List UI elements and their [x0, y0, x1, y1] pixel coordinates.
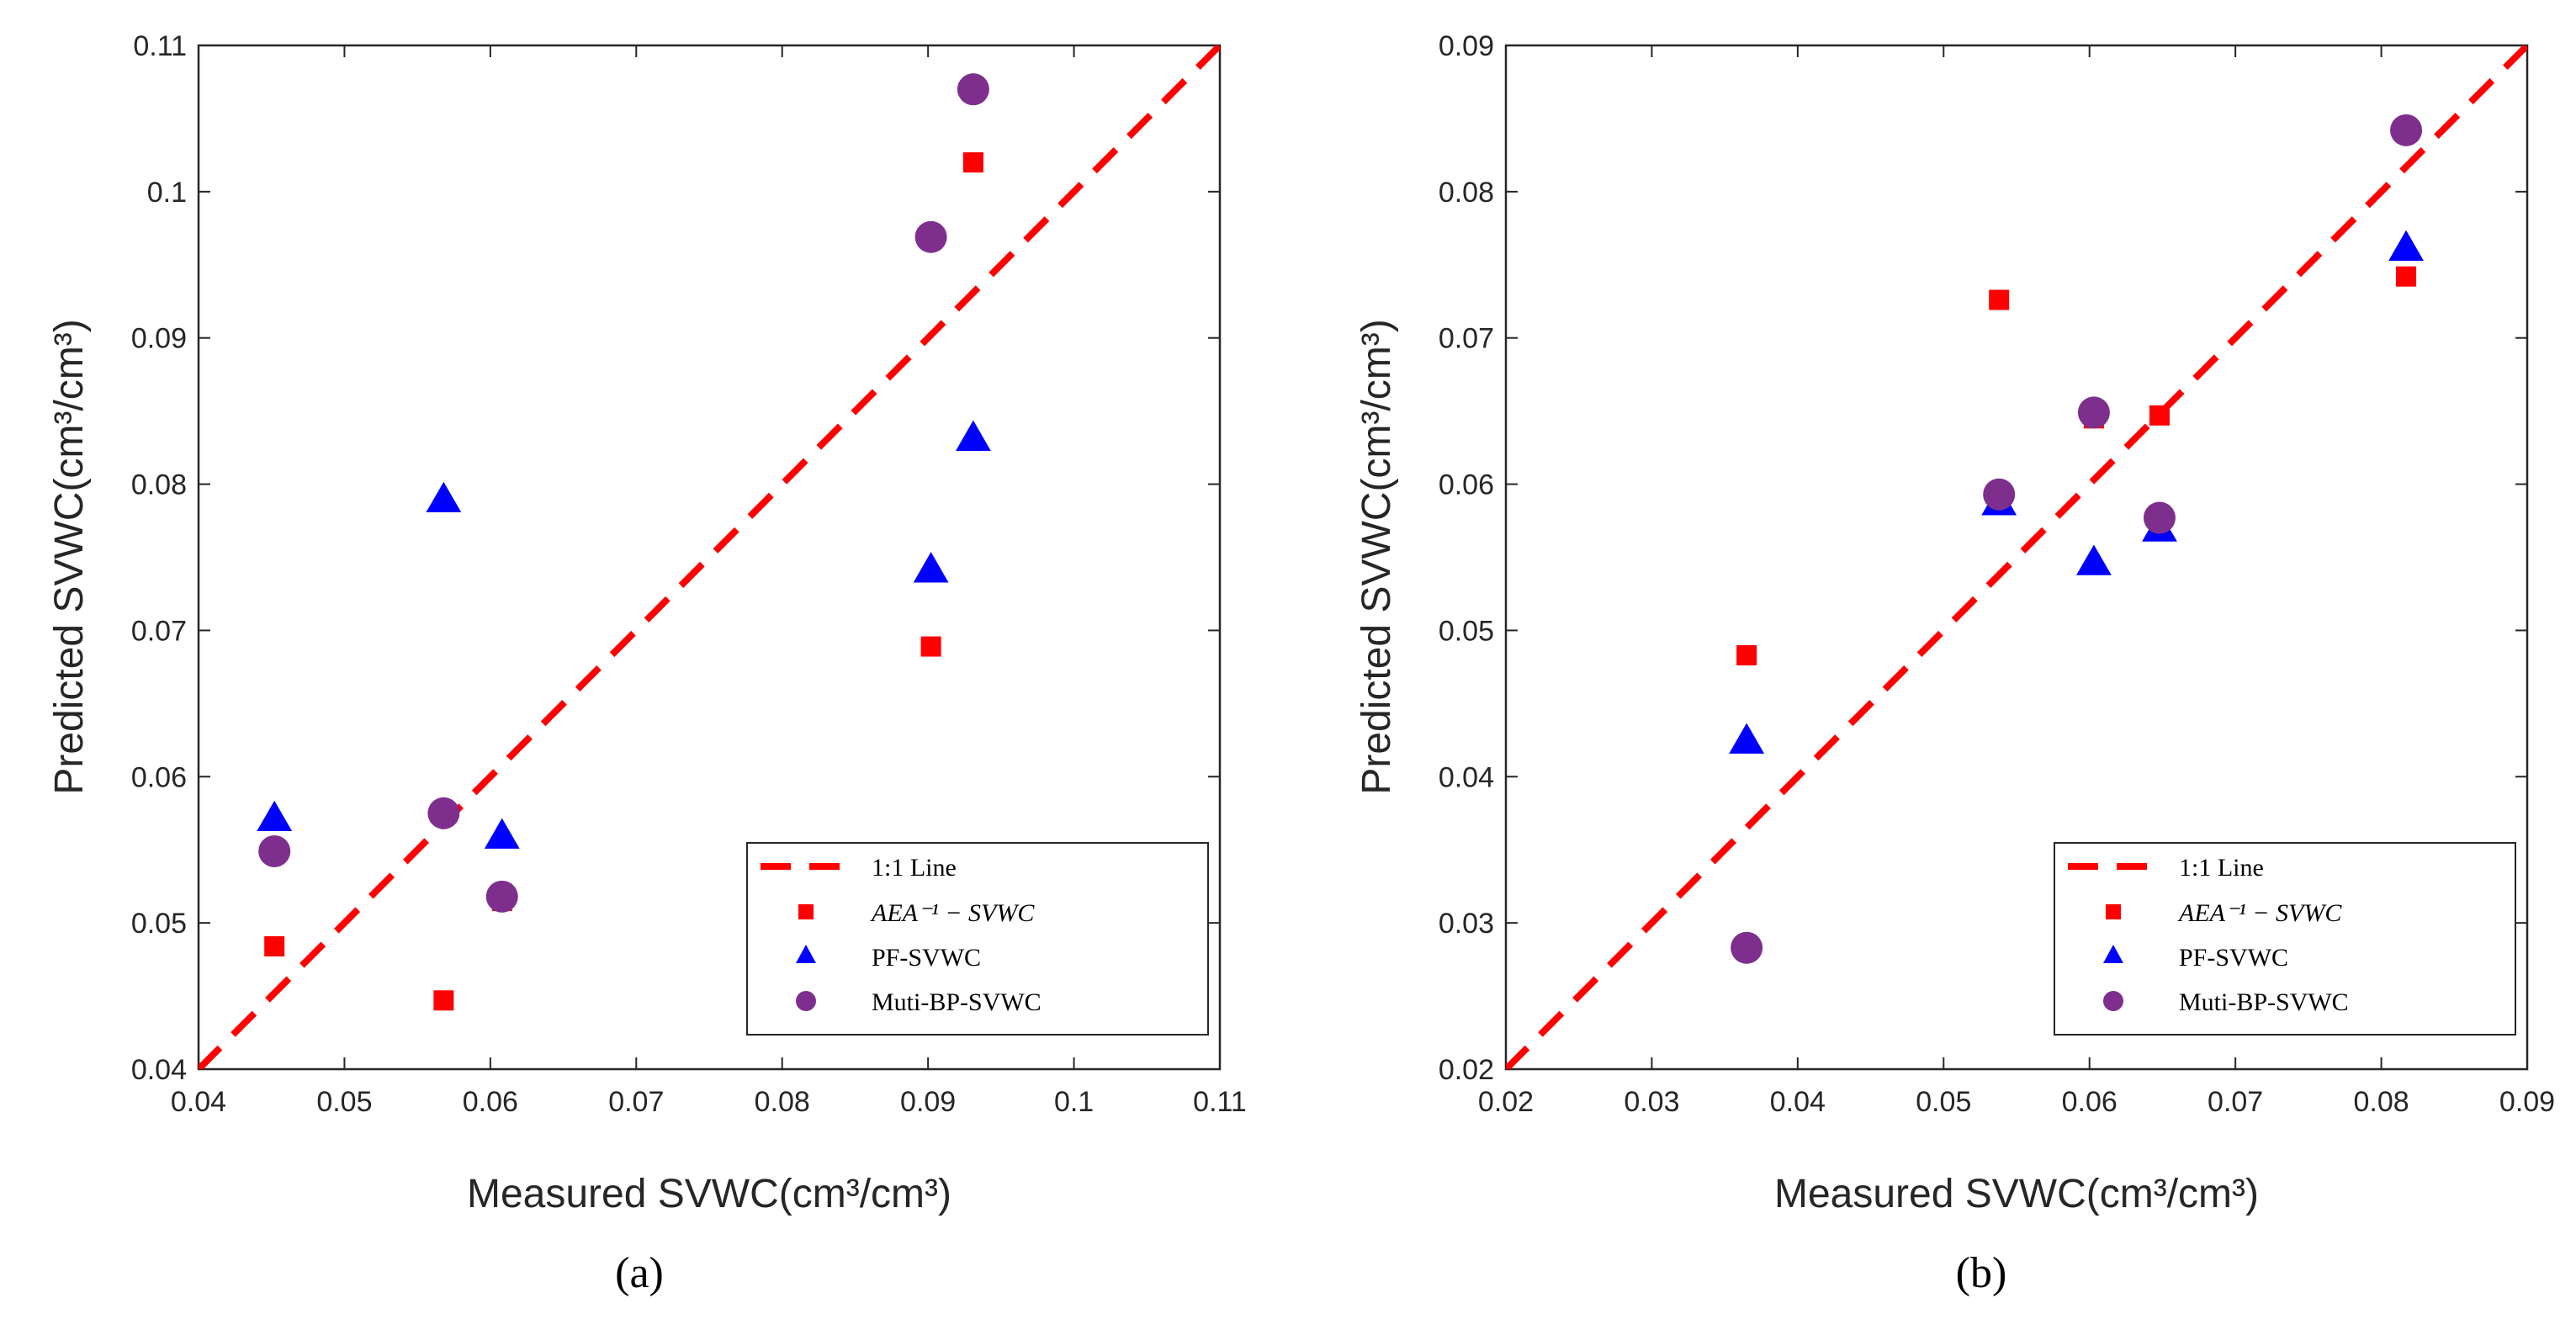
x-axis-title-text: Measured SVWC(cm³/cm³) [1774, 1172, 2259, 1216]
data-point-circle-series-3 [1983, 478, 2016, 511]
x-tick-label: 0.08 [755, 1086, 810, 1118]
data-point-circle-series-3 [2143, 501, 2176, 534]
legend-box [2054, 842, 2516, 1036]
y-tick-label: 0.08 [1439, 177, 1494, 209]
data-point-triangle-series-2 [484, 818, 520, 849]
data-point-circle-series-3 [485, 880, 518, 913]
legend-label-series-3: Muti-BP-SVWC [2179, 988, 2349, 1016]
y-tick-label: 0.09 [1439, 30, 1494, 62]
x-tick-label: 0.07 [608, 1086, 664, 1118]
y-tick-label: 0.06 [131, 761, 187, 793]
data-point-triangle-series-2 [1729, 723, 1765, 754]
data-point-square-series-1 [1736, 644, 1757, 665]
x-tick-label: 0.06 [463, 1086, 518, 1118]
y-axis-title: Predicted SVWC(cm³/cm³) [47, 319, 92, 794]
data-point-square-series-1 [264, 935, 285, 956]
panel-label-a: (a) [615, 1249, 664, 1297]
x-tick-label: 0.11 [1193, 1086, 1247, 1118]
data-point-triangle-series-2 [913, 552, 949, 583]
legend-label-one-to-one: 1:1 Line [872, 854, 957, 882]
y-tick-label: 0.08 [131, 469, 187, 501]
y-tick-label: 0.05 [131, 908, 187, 940]
axis-ticks: 0.02 0.03 0.04 0.05 0.06 0.07 0.08 0.09 0.02 0.03… [1439, 30, 2555, 1118]
axis-ticks: 0.04 0.05 0.06 0.07 0.08 0.09 0.1 0.11 0.04 0.05 0… [131, 30, 1247, 1118]
x-tick-label: 0.05 [1916, 1086, 1971, 1118]
data-point-triangle-series-2 [956, 420, 991, 451]
legend-swatch-square [2106, 904, 2121, 919]
x-tick-label: 0.04 [171, 1086, 226, 1118]
legend-label-series-2: PF-SVWC [872, 944, 981, 972]
data-point-square-series-1 [1989, 289, 2010, 310]
x-tick-label: 0.09 [900, 1086, 956, 1118]
data-point-circle-series-3 [2077, 396, 2110, 429]
y-tick-label: 0.03 [1439, 908, 1494, 940]
data-point-square-series-1 [962, 152, 983, 173]
x-tick-label: 0.03 [1624, 1086, 1679, 1118]
x-tick-label: 0.05 [316, 1086, 372, 1118]
y-axis-title-text: Predicted SVWC(cm³/cm³) [47, 319, 92, 794]
y-tick-label: 0.06 [1439, 469, 1494, 501]
legend-label-series-3: Muti-BP-SVWC [872, 988, 1042, 1016]
legend-label-one-to-one: 1:1 Line [2179, 854, 2264, 882]
panel-label-b: (b) [1956, 1249, 2007, 1297]
data-point-circle-series-3 [957, 73, 989, 106]
y-tick-label: 0.09 [131, 323, 187, 355]
data-point-circle-series-3 [2390, 114, 2423, 146]
data-point-triangle-series-2 [2076, 544, 2112, 575]
x-tick-label: 0.02 [1478, 1086, 1534, 1118]
data-point-square-series-1 [2396, 266, 2417, 287]
chart-panel-a: 0.04 0.05 0.06 0.07 0.08 0.09 0.1 0.11 0.04 0.05 0… [47, 30, 1247, 1297]
data-point-square-series-1 [920, 636, 941, 657]
data-point-circle-series-3 [258, 834, 291, 867]
y-tick-label: 0.04 [131, 1054, 187, 1086]
y-tick-label: 0.11 [133, 30, 187, 62]
x-tick-label: 0.07 [2208, 1086, 2263, 1118]
y-tick-label: 0.05 [1439, 615, 1494, 647]
x-axis-title-text: Measured SVWC(cm³/cm³) [467, 1172, 951, 1216]
y-tick-label: 0.04 [1439, 761, 1494, 793]
y-axis-title-text: Predicted SVWC(cm³/cm³) [1354, 319, 1399, 794]
y-tick-label: 0.1 [147, 177, 187, 209]
legend: 1:1 Line AEA⁻¹ − SVWC PF-SVWC Muti-BP-SV… [746, 842, 1209, 1036]
data-point-triangle-series-2 [257, 800, 293, 832]
legend: 1:1 Line AEA⁻¹ − SVWC PF-SVWC Muti-BP-SV… [2054, 842, 2516, 1036]
data-point-triangle-series-2 [426, 481, 462, 512]
x-tick-label: 0.04 [1770, 1086, 1826, 1118]
x-tick-label: 0.1 [1054, 1086, 1094, 1118]
data-point-triangle-series-2 [2388, 230, 2424, 261]
legend-swatch-square [798, 904, 814, 919]
legend-swatch-circle [796, 991, 816, 1011]
x-tick-label: 0.08 [2353, 1086, 2409, 1118]
y-tick-label: 0.02 [1439, 1054, 1494, 1086]
x-axis-title: Measured SVWC(cm³/cm³) [467, 1172, 951, 1216]
chart-panel-b: 0.02 0.03 0.04 0.05 0.06 0.07 0.08 0.09 0.02 0.03… [1354, 30, 2555, 1297]
x-tick-label: 0.09 [2499, 1086, 2555, 1118]
data-point-circle-series-3 [1731, 931, 1763, 964]
y-tick-label: 0.07 [1439, 323, 1494, 355]
legend-box [746, 842, 1209, 1036]
data-point-circle-series-3 [427, 797, 460, 829]
legend-swatch-triangle [2103, 945, 2123, 963]
y-axis-title: Predicted SVWC(cm³/cm³) [1354, 319, 1399, 794]
data-point-square-series-1 [433, 990, 454, 1011]
data-marks [1729, 114, 2424, 964]
legend-swatch-triangle [796, 945, 816, 963]
data-point-circle-series-3 [914, 220, 947, 253]
legend-swatch-circle [2103, 991, 2123, 1011]
legend-label-series-2: PF-SVWC [2179, 944, 2288, 972]
x-tick-label: 0.06 [2062, 1086, 2118, 1118]
data-marks [257, 73, 991, 1011]
x-axis-title: Measured SVWC(cm³/cm³) [1774, 1172, 2259, 1216]
legend-label-series-1: AEA⁻¹ − SVWC [870, 899, 1035, 927]
data-point-square-series-1 [2149, 405, 2170, 426]
y-tick-label: 0.07 [131, 615, 187, 647]
legend-label-series-1: AEA⁻¹ − SVWC [2177, 899, 2342, 927]
